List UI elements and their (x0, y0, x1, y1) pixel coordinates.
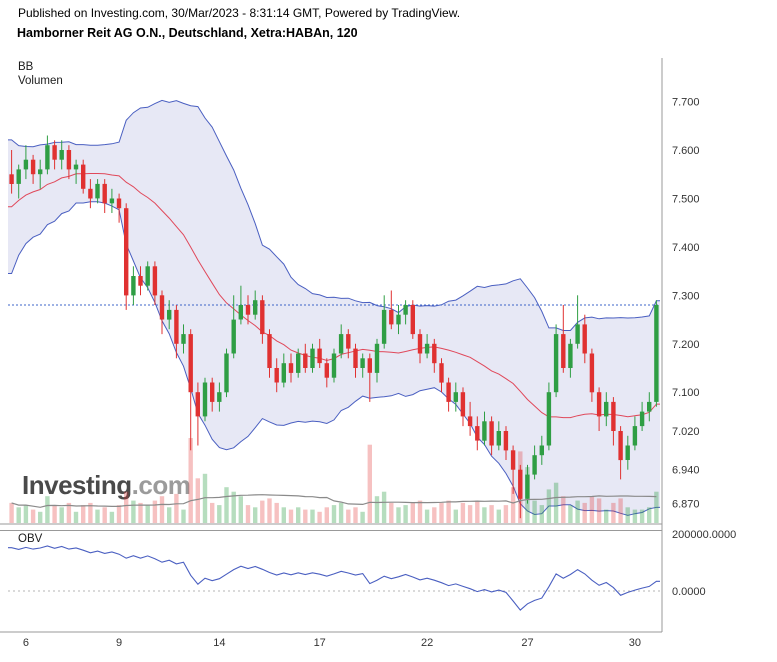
volume-ma-line (11, 494, 657, 508)
obv-indicator-label: OBV (18, 533, 43, 545)
bb-lower-line (8, 201, 660, 516)
svg-text:22: 22 (421, 637, 433, 649)
watermark-text-bold: Investing (22, 470, 132, 500)
time-axis-labels: 6 9 14 17 22 27 30 (23, 637, 641, 649)
price-axis-labels: 7.700 7.600 7.500 7.400 7.300 7.200 7.100 7.020… (672, 97, 736, 598)
svg-text:0.0000: 0.0000 (672, 586, 706, 598)
chart-title: Hamborner Reit AG O.N., Deutschland, Xet… (17, 26, 358, 40)
svg-text:17: 17 (314, 637, 326, 649)
svg-text:30: 30 (629, 637, 641, 649)
svg-text:6.940: 6.940 (672, 465, 700, 477)
svg-text:14: 14 (213, 637, 225, 649)
svg-text:7.020: 7.020 (672, 426, 700, 438)
bb-fill (8, 100, 660, 516)
svg-text:6.870: 6.870 (672, 499, 700, 511)
volume-indicator-label: Volumen (18, 75, 63, 87)
svg-text:7.300: 7.300 (672, 290, 700, 302)
svg-text:9: 9 (116, 637, 122, 649)
watermark-text-light: .com (131, 470, 191, 500)
obv-line (8, 545, 660, 611)
svg-text:7.600: 7.600 (672, 145, 700, 157)
svg-text:7.400: 7.400 (672, 242, 700, 254)
investingcom-watermark: Investing.com (22, 470, 191, 501)
svg-text:7.500: 7.500 (672, 194, 700, 206)
svg-text:7.100: 7.100 (672, 387, 700, 399)
volume-bars (9, 438, 659, 523)
svg-text:7.700: 7.700 (672, 97, 700, 109)
svg-text:7.200: 7.200 (672, 339, 700, 351)
axes (0, 58, 663, 633)
svg-text:200000.0000: 200000.0000 (672, 529, 736, 541)
bollinger-bands (8, 99, 660, 516)
svg-text:27: 27 (521, 637, 533, 649)
bb-upper-line (8, 99, 660, 331)
published-line: Published on Investing.com, 30/Mar/2023 … (18, 6, 461, 20)
svg-text:6: 6 (23, 637, 29, 649)
candlesticks (9, 135, 659, 519)
bb-indicator-label: BB (18, 61, 34, 73)
